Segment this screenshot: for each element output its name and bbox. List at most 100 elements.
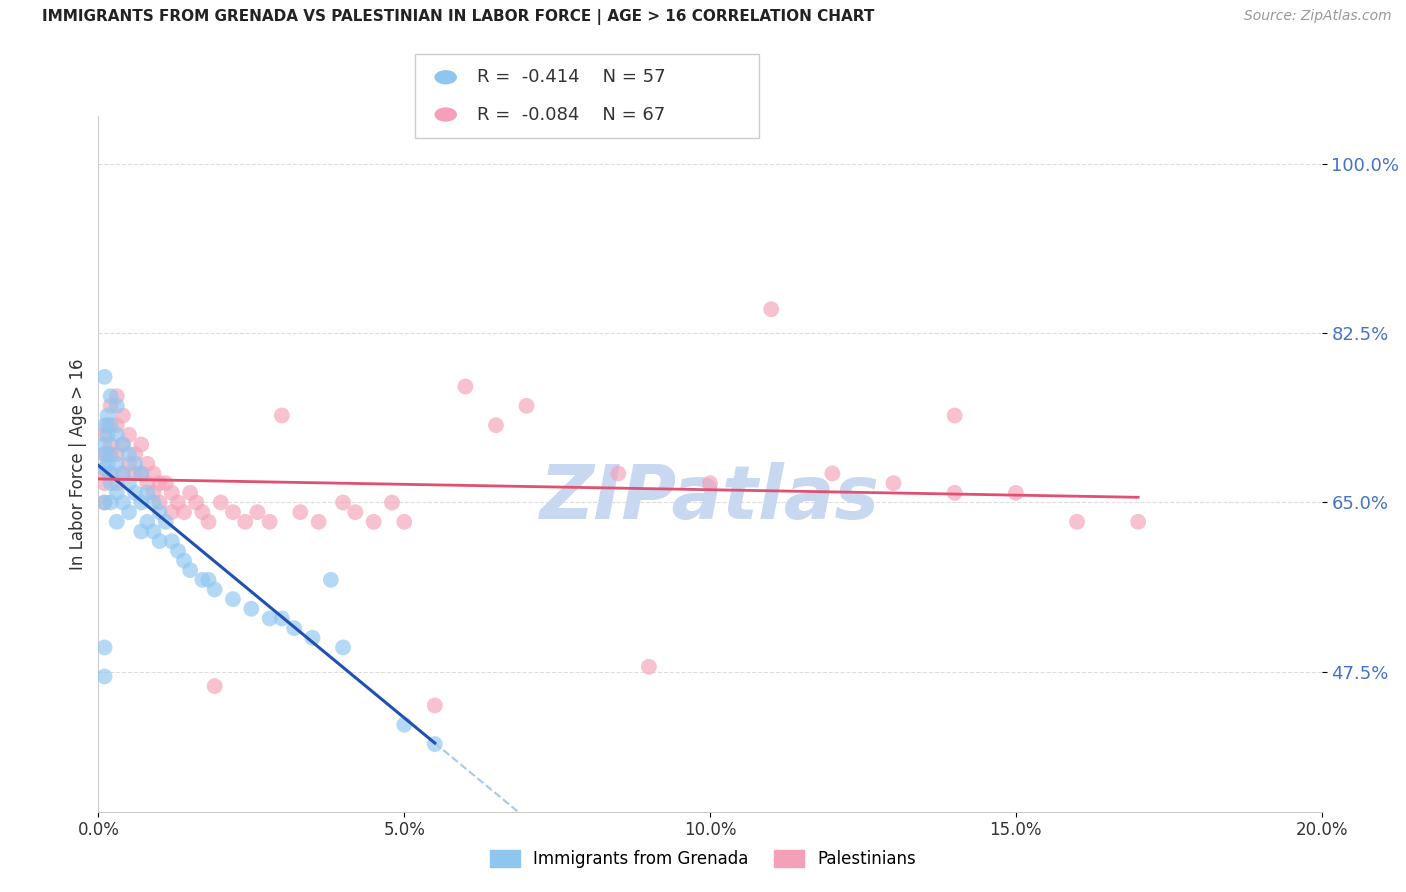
- Point: [93, 461, 115, 475]
- Point: [637, 660, 661, 674]
- Point: [97, 409, 120, 423]
- Point: [136, 515, 159, 529]
- Point: [186, 495, 208, 509]
- Point: [423, 737, 446, 751]
- Point: [392, 717, 416, 731]
- Point: [100, 399, 122, 413]
- Point: [105, 457, 128, 471]
- Point: [100, 418, 122, 433]
- Point: [124, 457, 146, 471]
- Point: [301, 631, 323, 645]
- Point: [129, 524, 152, 539]
- Point: [204, 679, 226, 693]
- Point: [105, 447, 128, 461]
- Point: [124, 467, 146, 481]
- Point: [167, 544, 190, 558]
- Point: [105, 389, 128, 403]
- Point: [149, 534, 172, 549]
- Point: [118, 476, 141, 491]
- Point: [319, 573, 342, 587]
- Point: [240, 601, 263, 615]
- Point: [943, 409, 966, 423]
- Point: [118, 428, 141, 442]
- Point: [111, 467, 134, 481]
- Point: [197, 573, 219, 587]
- Point: [607, 467, 630, 481]
- Point: [129, 467, 152, 481]
- Legend: Immigrants from Grenada, Palestinians: Immigrants from Grenada, Palestinians: [484, 843, 922, 875]
- Point: [246, 505, 269, 519]
- Point: [100, 476, 122, 491]
- Point: [97, 457, 120, 471]
- Point: [259, 611, 281, 625]
- Point: [142, 495, 165, 509]
- Point: [160, 534, 183, 549]
- Point: [93, 467, 115, 481]
- Point: [105, 418, 128, 433]
- Point: [93, 447, 115, 461]
- Point: [93, 369, 115, 384]
- Point: [173, 505, 195, 519]
- Point: [943, 485, 966, 500]
- Point: [97, 428, 120, 442]
- Point: [93, 495, 115, 509]
- Point: [155, 476, 177, 491]
- Point: [344, 505, 367, 519]
- Text: R =  -0.084    N = 67: R = -0.084 N = 67: [477, 105, 665, 123]
- Point: [197, 515, 219, 529]
- Point: [259, 515, 281, 529]
- Point: [222, 505, 245, 519]
- Point: [423, 698, 446, 713]
- Point: [136, 485, 159, 500]
- Point: [191, 573, 214, 587]
- Point: [160, 505, 183, 519]
- Point: [308, 515, 330, 529]
- Point: [142, 467, 165, 481]
- Point: [111, 409, 134, 423]
- Point: [129, 467, 152, 481]
- Point: [167, 495, 190, 509]
- Point: [204, 582, 226, 597]
- Point: [93, 447, 115, 461]
- Point: [118, 447, 141, 461]
- Point: [283, 621, 305, 635]
- Point: [105, 399, 128, 413]
- Point: [392, 515, 416, 529]
- Point: [100, 389, 122, 403]
- Point: [149, 495, 172, 509]
- Point: [105, 515, 128, 529]
- Point: [97, 418, 120, 433]
- Point: [136, 457, 159, 471]
- Point: [332, 495, 354, 509]
- Point: [179, 485, 201, 500]
- Point: [142, 485, 165, 500]
- Point: [1004, 485, 1026, 500]
- Point: [136, 476, 159, 491]
- Point: [516, 399, 538, 413]
- Text: Source: ZipAtlas.com: Source: ZipAtlas.com: [1244, 9, 1392, 23]
- Point: [129, 495, 152, 509]
- Point: [111, 495, 134, 509]
- Point: [111, 467, 134, 481]
- Point: [1128, 515, 1150, 529]
- Point: [222, 592, 245, 607]
- Point: [111, 437, 134, 451]
- Point: [100, 495, 122, 509]
- Point: [93, 669, 115, 683]
- Point: [155, 515, 177, 529]
- Point: [93, 418, 115, 433]
- Point: [883, 476, 905, 491]
- Point: [93, 495, 115, 509]
- Point: [290, 505, 312, 519]
- Point: [233, 515, 256, 529]
- Point: [363, 515, 385, 529]
- Point: [118, 457, 141, 471]
- Point: [149, 476, 172, 491]
- Point: [93, 476, 115, 491]
- Point: [270, 409, 292, 423]
- Point: [129, 437, 152, 451]
- Point: [100, 467, 122, 481]
- Point: [191, 505, 214, 519]
- Point: [142, 524, 165, 539]
- Point: [124, 485, 146, 500]
